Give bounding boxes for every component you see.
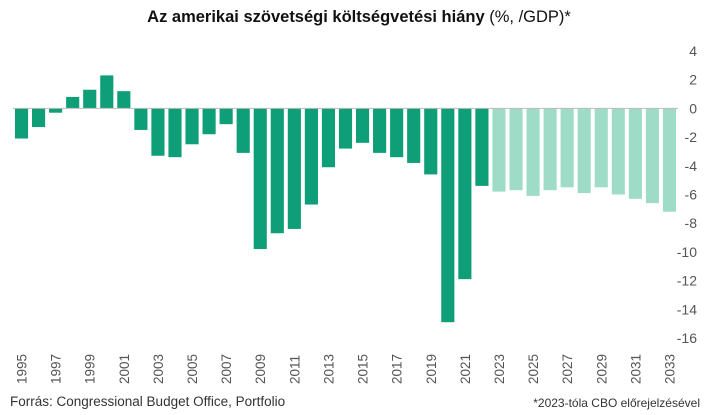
y-tick-label: -6 xyxy=(685,187,698,203)
bar-1998 xyxy=(66,96,80,109)
bar-2018 xyxy=(407,108,421,163)
x-tick-label: 2003 xyxy=(151,354,166,384)
bar-2027 xyxy=(560,108,574,188)
bar-1996 xyxy=(32,108,46,128)
x-tick-label: 2009 xyxy=(253,354,268,384)
y-tick-label: 4 xyxy=(689,43,697,59)
bar-2000 xyxy=(100,75,114,109)
bar-2006 xyxy=(202,108,216,135)
chart-title-main: Az amerikai szövetségi költségvetési hiá… xyxy=(147,8,485,26)
bar-2005 xyxy=(185,108,199,145)
x-tick-label: 2001 xyxy=(117,354,132,384)
bar-2011 xyxy=(287,108,301,229)
x-tick-label: 2015 xyxy=(356,354,371,384)
x-tick-label: 2007 xyxy=(219,354,234,384)
y-tick-label: -12 xyxy=(677,273,697,289)
bar-1999 xyxy=(83,89,97,109)
bar-2017 xyxy=(390,108,404,158)
bar-2007 xyxy=(219,108,233,125)
bar-2015 xyxy=(355,108,370,143)
bar-2019 xyxy=(424,108,438,175)
x-tick-label: 1997 xyxy=(49,354,64,384)
bar-2012 xyxy=(304,108,318,205)
bar-2014 xyxy=(338,108,353,149)
bar-2009 xyxy=(253,108,267,250)
y-tick-label: -2 xyxy=(685,129,698,145)
chart-title: Az amerikai szövetségi költségvetési hiá… xyxy=(0,8,718,27)
forecast-note: *2023-tóla CBO előrejelzésével xyxy=(533,396,700,410)
bar-2004 xyxy=(168,108,182,158)
bar-2024 xyxy=(509,108,523,191)
x-tick-label: 2031 xyxy=(628,354,643,384)
bar-2025 xyxy=(526,108,540,196)
bar-2033 xyxy=(662,108,677,212)
bar-2020 xyxy=(441,108,455,323)
x-tick-label: 2023 xyxy=(492,354,507,384)
bar-1995 xyxy=(14,108,29,139)
y-tick-label: 0 xyxy=(689,100,697,116)
bar-2032 xyxy=(645,108,659,204)
bar-2001 xyxy=(117,91,131,109)
x-tick-label: 1995 xyxy=(15,354,30,384)
x-tick-label: 2021 xyxy=(458,354,473,384)
bar-2016 xyxy=(373,108,387,153)
y-tick-label: -4 xyxy=(685,158,698,174)
y-tick-label: -10 xyxy=(677,244,697,260)
bar-2003 xyxy=(151,108,165,156)
bar-2028 xyxy=(577,108,591,194)
bar-2022 xyxy=(475,108,489,186)
bar-2031 xyxy=(628,108,642,199)
bar-2008 xyxy=(236,108,250,153)
x-tick-label: 2019 xyxy=(424,354,439,384)
x-tick-label: 2027 xyxy=(560,354,575,384)
y-tick-label: 2 xyxy=(689,72,697,88)
x-tick-label: 2033 xyxy=(662,354,677,384)
bar-2026 xyxy=(543,108,557,191)
x-tick-label: 2011 xyxy=(287,355,302,384)
bar-2010 xyxy=(270,108,284,234)
bar-1997 xyxy=(49,108,63,113)
chart-title-unit: (%, /GDP)* xyxy=(489,8,571,26)
x-tick-label: 2029 xyxy=(594,354,609,384)
bar-2023 xyxy=(492,108,506,192)
x-tick-label: 1999 xyxy=(83,354,98,384)
bar-2013 xyxy=(321,108,336,168)
x-tick-label: 2013 xyxy=(321,354,336,384)
bar-2002 xyxy=(134,108,148,130)
x-tick-label: 2005 xyxy=(185,354,200,384)
y-tick-label: -16 xyxy=(677,330,697,346)
y-tick-label: -8 xyxy=(685,215,698,231)
bar-2030 xyxy=(611,108,625,195)
x-tick-label: 2025 xyxy=(526,354,541,384)
y-tick-label: -14 xyxy=(677,301,697,317)
bar-2021 xyxy=(458,108,472,280)
x-tick-label: 2017 xyxy=(390,354,405,384)
source-text: Forrás: Congressional Budget Office, Por… xyxy=(10,394,286,409)
bar-2029 xyxy=(594,108,608,188)
